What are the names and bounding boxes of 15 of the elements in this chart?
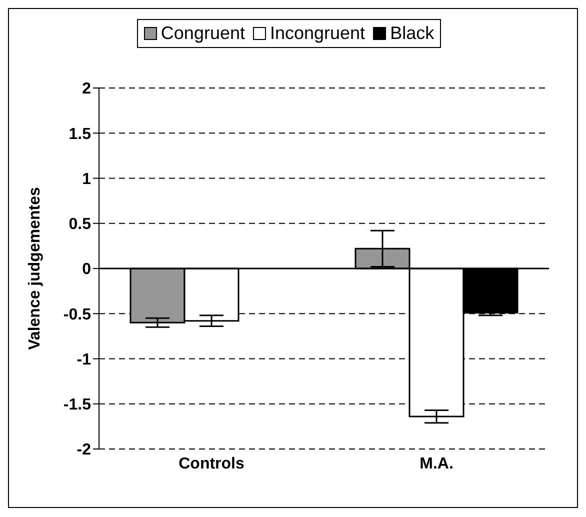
legend-label: Congruent [160, 23, 245, 44]
y-tick-label: -0.5 [63, 306, 92, 324]
y-tick-label: -2 [76, 442, 92, 459]
legend-label: Black [389, 23, 434, 44]
y-tick-label: -1.5 [63, 396, 92, 414]
y-tick-label: 0 [82, 261, 92, 278]
y-axis-title: Valence judgementes [26, 187, 44, 350]
x-tick-label: M.A. [420, 455, 454, 472]
y-tick-label: 1.5 [68, 126, 92, 143]
y-tick-label: 0.5 [68, 216, 92, 234]
legend-label: Incongruent [268, 23, 366, 44]
x-tick-label: Controls [178, 455, 244, 472]
y-tick-label: 1 [82, 170, 92, 188]
y-tick-label: 2 [82, 80, 92, 98]
y-tick-label: -1 [76, 351, 92, 368]
